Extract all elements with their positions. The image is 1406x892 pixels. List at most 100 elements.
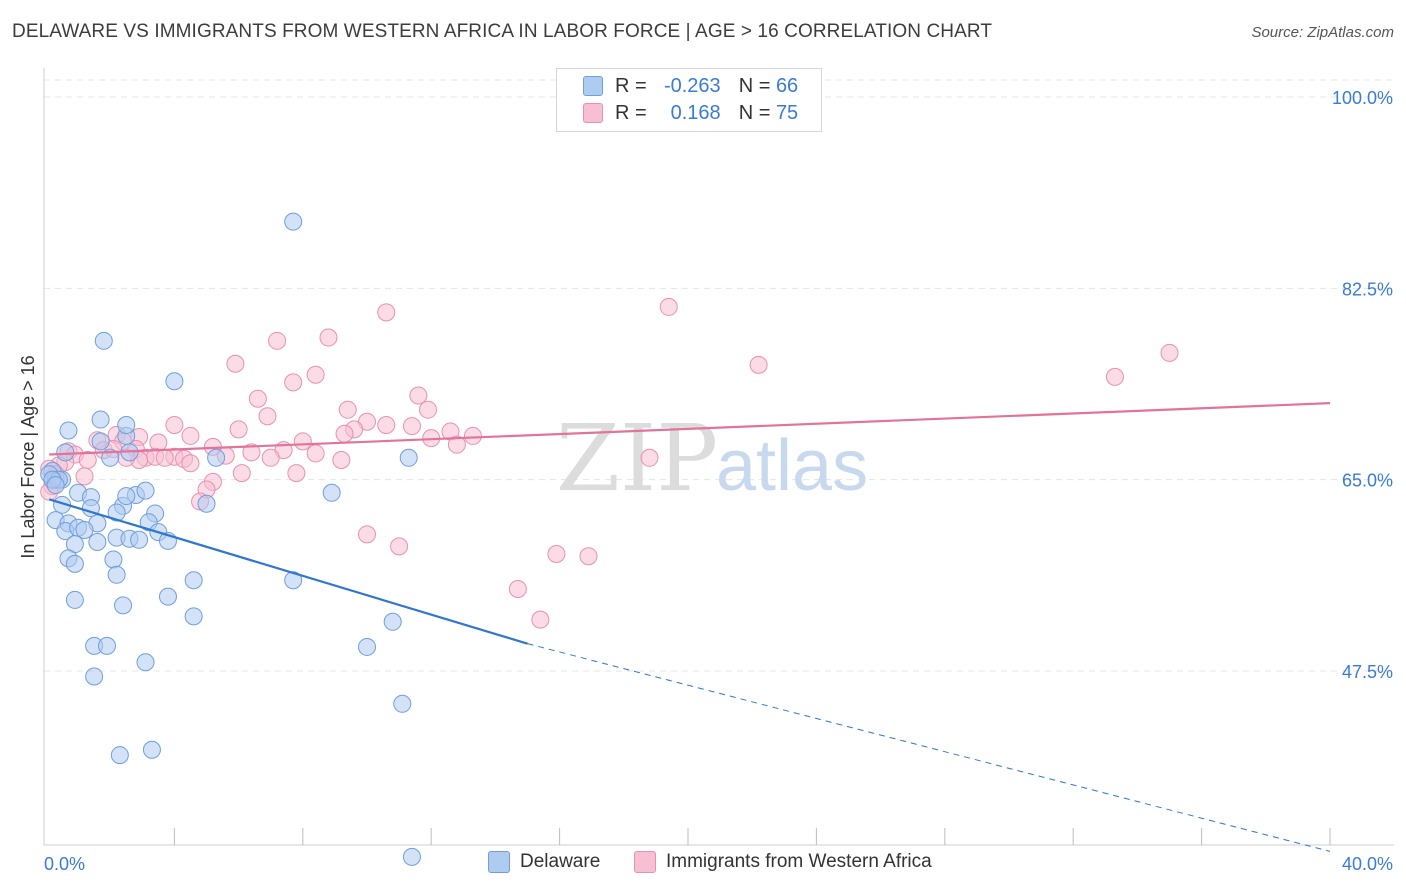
r-value: 0.168 [670, 101, 721, 124]
point-immigrants [1105, 367, 1124, 386]
y-tick-label: 82.5% [1342, 279, 1393, 299]
point-delaware [59, 421, 78, 440]
point-immigrants [409, 386, 428, 405]
point-delaware [46, 476, 65, 495]
correlation-legend: R = -0.263 N = 66 R = 0.168 N = 75 [556, 68, 822, 132]
legend-label: Delaware [520, 851, 601, 872]
point-immigrants [1160, 343, 1179, 362]
point-delaware [88, 532, 107, 551]
point-delaware [383, 612, 402, 631]
point-immigrants [418, 400, 437, 419]
point-delaware [142, 740, 161, 759]
y-tick-label: 100.0% [1332, 88, 1393, 108]
point-delaware [136, 481, 155, 500]
point-delaware [91, 410, 110, 429]
trend-line-delaware-extension [527, 643, 1331, 852]
r-label: R = [615, 74, 647, 97]
y-tick-label: 47.5% [1342, 662, 1393, 682]
point-delaware [322, 483, 341, 502]
point-delaware [91, 432, 110, 451]
trend-line-immigrants [49, 402, 1331, 456]
point-immigrants [579, 547, 598, 566]
legend-swatch-blue [488, 851, 510, 873]
point-delaware [117, 487, 136, 506]
n-value: 66 [775, 74, 799, 97]
point-delaware [107, 503, 126, 522]
point-immigrants [377, 416, 396, 434]
y-tick-label: 65.0% [1342, 471, 1393, 491]
axes [43, 68, 1394, 846]
watermark-atlas: atlas [716, 426, 868, 506]
point-immigrants [390, 537, 409, 556]
point-delaware [130, 530, 149, 549]
point-immigrants [155, 448, 174, 467]
point-delaware [104, 550, 123, 569]
n-value: 75 [775, 101, 799, 124]
point-delaware [184, 571, 203, 590]
point-immigrants [402, 417, 421, 436]
point-immigrants [165, 416, 184, 434]
point-immigrants [358, 525, 376, 544]
r-value: -0.263 [663, 74, 721, 97]
point-immigrants [508, 580, 527, 598]
point-immigrants [335, 424, 354, 443]
point-delaware [284, 571, 303, 590]
point-delaware [197, 494, 216, 513]
n-label: N = [738, 101, 771, 124]
point-delaware [207, 448, 226, 467]
point-delaware [85, 667, 104, 686]
watermark-zip: ZIP [556, 405, 718, 512]
y-axis-label: In Labor Force | Age > 16 [18, 355, 38, 558]
legend-swatch-blue [583, 76, 603, 96]
point-immigrants [332, 450, 351, 469]
point-immigrants [229, 420, 248, 439]
legend-swatch-pink [634, 851, 656, 873]
point-delaware [184, 607, 203, 626]
chart-title: DELAWARE VS IMMIGRANTS FROM WESTERN AFRI… [12, 21, 993, 42]
legend-row-delaware: R = -0.263 N = 66 [583, 73, 798, 99]
point-delaware [97, 636, 116, 655]
legend-row-immigrants: R = 0.168 N = 75 [583, 100, 798, 126]
point-immigrants [293, 432, 312, 451]
grid-lines [44, 79, 1394, 672]
point-immigrants [338, 400, 357, 419]
point-immigrants [319, 328, 338, 347]
point-immigrants [287, 464, 306, 483]
point-delaware [65, 554, 84, 573]
r-label: R = [615, 101, 647, 124]
tick-labels: 47.5% 65.0% 82.5% 100.0% 0.0% 40.0% [44, 88, 1393, 874]
point-immigrants [640, 448, 659, 467]
trend-line-delaware [48, 498, 528, 645]
point-immigrants [232, 464, 251, 483]
point-delaware [358, 637, 376, 656]
point-immigrants [258, 407, 277, 426]
point-delaware [56, 443, 75, 462]
point-immigrants [226, 354, 245, 373]
x-tick-label: 0.0% [44, 854, 85, 874]
point-immigrants [377, 303, 396, 322]
point-immigrants [463, 426, 482, 445]
n-label: N = [738, 74, 771, 97]
point-delaware [117, 416, 136, 434]
point-delaware [101, 448, 120, 467]
point-immigrants [547, 545, 566, 564]
source-label: Source: ZipAtlas.com [1251, 24, 1394, 41]
point-delaware [75, 520, 94, 539]
point-immigrants [261, 448, 280, 467]
legend-item-delaware[interactable]: Delaware [488, 851, 600, 873]
point-immigrants [284, 373, 303, 392]
point-immigrants [268, 331, 287, 350]
legend-swatch-pink [583, 103, 603, 123]
legend-item-immigrants[interactable]: Immigrants from Western Africa [634, 851, 932, 873]
point-delaware [284, 212, 303, 231]
point-delaware [165, 372, 184, 391]
legend-label: Immigrants from Western Africa [666, 851, 932, 872]
point-immigrants [306, 365, 325, 384]
point-delaware [114, 596, 133, 615]
trend-lines [48, 402, 1331, 852]
point-delaware [402, 847, 421, 866]
point-delaware [399, 448, 418, 467]
point-immigrants [659, 297, 678, 316]
point-immigrants [531, 610, 550, 629]
